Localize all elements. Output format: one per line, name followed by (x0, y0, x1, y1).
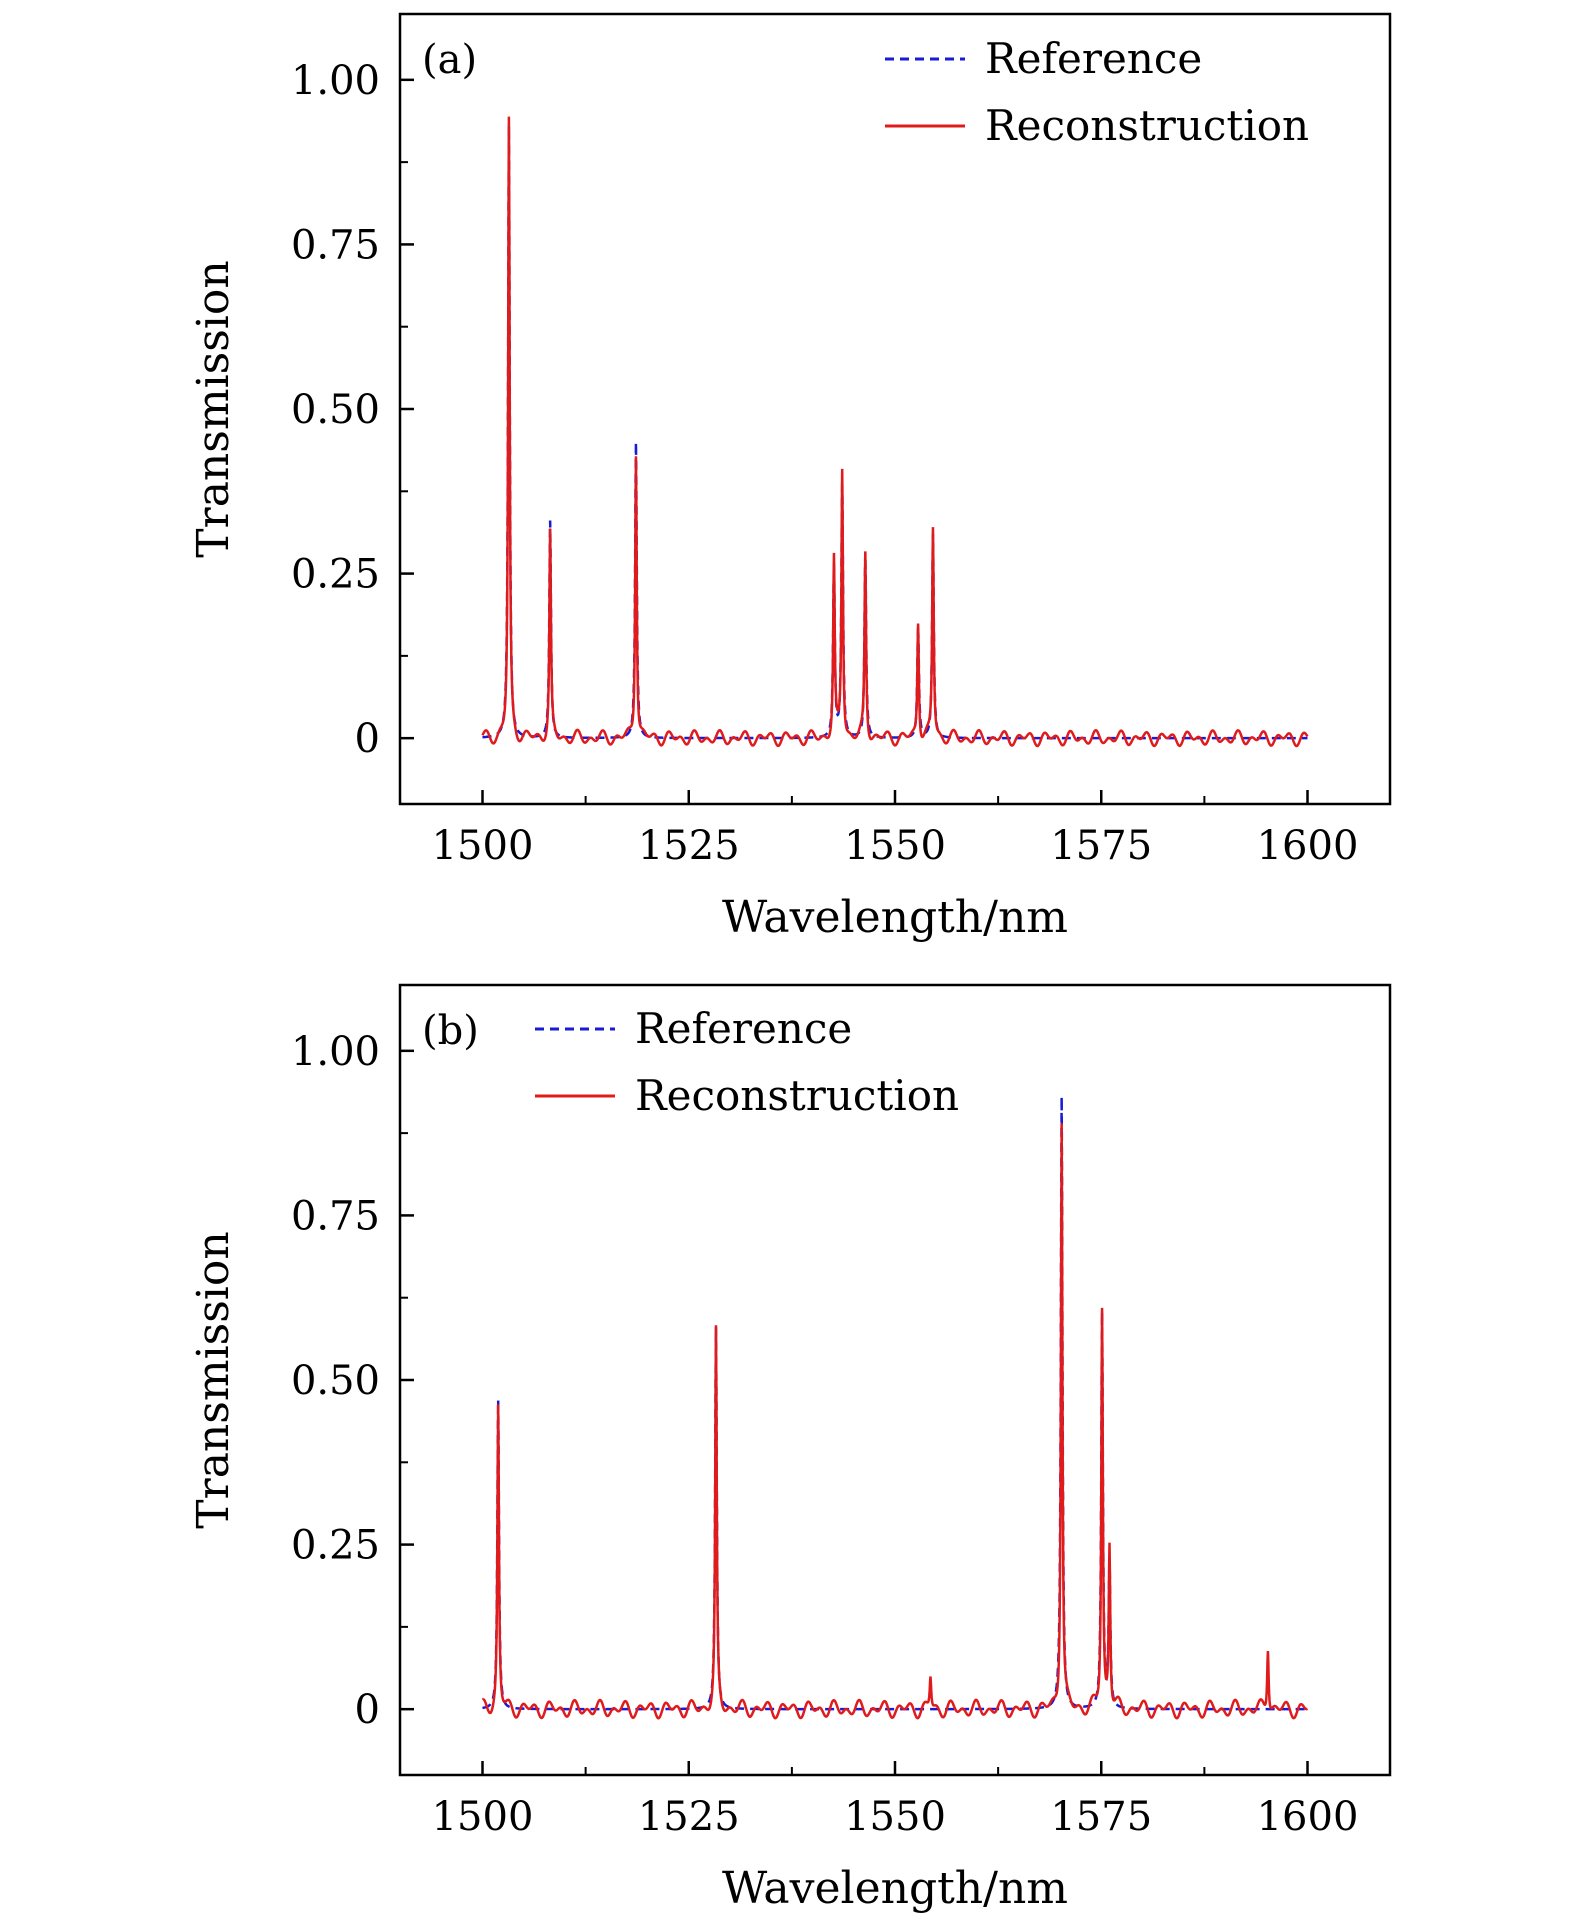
chart-panel-b: 1500 1525 1550 1575 1600 0 0.25 0.50 0.75 1.00 (… (188, 983, 1392, 1914)
y-axis-title: Transmission (188, 260, 239, 557)
series-group (481, 1096, 1309, 1720)
y-tick-label: 0.50 (291, 387, 380, 433)
x-tick-label: 1600 (1257, 1794, 1359, 1840)
reconstruction-line (481, 116, 1309, 748)
x-tick-label: 1600 (1257, 823, 1359, 869)
x-tick-label: 1525 (638, 1794, 740, 1840)
y-tick-label: 0.25 (291, 552, 380, 598)
reconstruction-line (481, 1123, 1309, 1720)
x-tick-label: 1500 (432, 823, 534, 869)
x-axis-ticks: 1500 1525 1550 1575 1600 (432, 1761, 1359, 1840)
panel-label: (a) (422, 37, 477, 83)
x-tick-label: 1575 (1050, 1794, 1152, 1840)
y-tick-label: 0.25 (291, 1523, 380, 1569)
y-tick-label: 1.00 (291, 58, 380, 104)
x-tick-label: 1575 (1050, 823, 1152, 869)
x-axis-ticks: 1500 1525 1550 1575 1600 (432, 790, 1359, 869)
x-tick-label: 1550 (844, 1794, 946, 1840)
y-axis-ticks: 0 0.25 0.50 0.75 1.00 (291, 58, 414, 762)
legend-reference-label: Reference (635, 1004, 852, 1053)
y-axis-ticks: 0 0.25 0.50 0.75 1.00 (291, 1029, 414, 1733)
legend: Reference Reconstruction (535, 1004, 959, 1120)
legend: Reference Reconstruction (885, 34, 1309, 150)
y-tick-label: 0 (355, 1687, 380, 1733)
x-tick-label: 1550 (844, 823, 946, 869)
y-tick-label: 0 (355, 716, 380, 762)
series-group (481, 116, 1309, 748)
reference-line (482, 1096, 1308, 1711)
panel-label: (b) (422, 1008, 479, 1054)
legend-reconstruction-label: Reconstruction (985, 101, 1309, 150)
y-tick-label: 0.50 (291, 1358, 380, 1404)
y-tick-label: 0.75 (291, 1193, 380, 1239)
legend-reconstruction-label: Reconstruction (635, 1071, 959, 1120)
y-axis-title: Transmission (188, 1231, 239, 1528)
x-tick-label: 1500 (432, 1794, 534, 1840)
legend-reference-label: Reference (985, 34, 1202, 83)
reference-line (482, 125, 1308, 740)
y-tick-label: 0.75 (291, 222, 380, 268)
x-axis-title: Wavelength/nm (722, 892, 1068, 943)
y-tick-label: 1.00 (291, 1029, 380, 1075)
x-tick-label: 1525 (638, 823, 740, 869)
x-axis-title: Wavelength/nm (722, 1863, 1068, 1914)
chart-panel-a: 1500 1525 1550 1575 1600 0 0.25 0.50 0.75 1.00 (… (188, 12, 1392, 943)
